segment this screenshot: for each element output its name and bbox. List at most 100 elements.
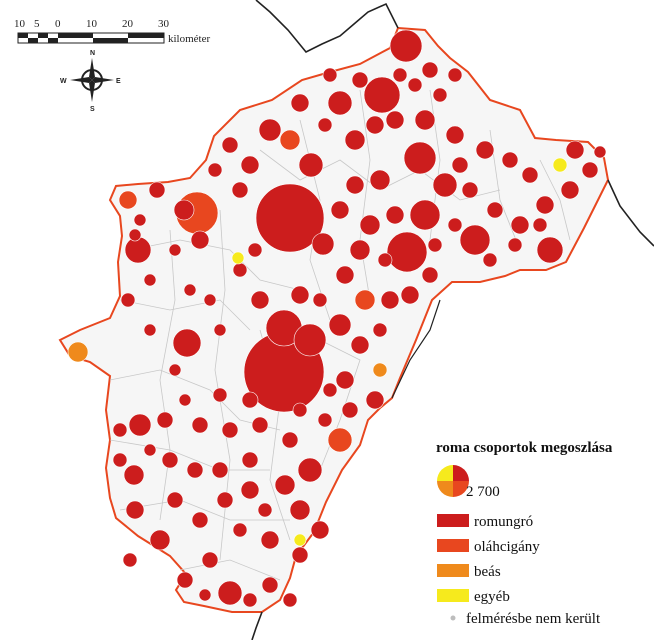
scale-tick-label: 5: [34, 18, 40, 30]
settlement-circle: [459, 224, 491, 256]
settlement-circle: [261, 576, 279, 594]
settlement-circle: [297, 457, 323, 483]
settlement-circle: [221, 136, 239, 154]
legend-label-egyeb: egyéb: [474, 589, 510, 605]
settlement-circle: [365, 115, 385, 135]
settlement-circle: [260, 530, 280, 550]
settlement-circle: [451, 156, 469, 174]
settlement-circle: [289, 499, 311, 521]
settlement-circle: [172, 328, 202, 358]
settlement-circle: [392, 67, 408, 83]
settlement-circle: [282, 592, 298, 608]
settlement-circle: [211, 461, 229, 479]
settlement-circle: [124, 236, 152, 264]
settlement-circle: [186, 461, 204, 479]
settlement-circle: [173, 199, 195, 221]
settlement-circle: [118, 190, 138, 210]
settlement-circle: [231, 181, 249, 199]
national-border-southwest: [251, 611, 263, 640]
settlement-circle: [407, 77, 423, 93]
legend-swatch-beas: [437, 564, 469, 577]
scale-tick-label: 10: [86, 18, 98, 30]
compass-south: S: [90, 106, 95, 113]
settlement-circle: [298, 152, 324, 178]
settlement-circle: [312, 292, 328, 308]
settlement-circle: [290, 93, 310, 113]
settlement-circle: [241, 391, 259, 409]
settlement-circle: [250, 290, 270, 310]
scale-unit: kilométer: [168, 33, 210, 45]
settlement-circle: [475, 140, 495, 160]
settlement-circle: [293, 323, 327, 357]
settlement-circle: [510, 215, 530, 235]
settlement-circle: [168, 243, 182, 257]
settlement-circle: [372, 322, 388, 338]
settlement-circle: [120, 292, 136, 308]
national-border-east: [607, 179, 654, 247]
settlement-circle: [317, 412, 333, 428]
settlement-circle: [421, 61, 439, 79]
settlement-circle: [122, 552, 138, 568]
settlement-circle: [161, 451, 179, 469]
settlement-circle: [535, 195, 555, 215]
settlement-circle: [128, 228, 142, 242]
settlement-circle: [372, 362, 388, 378]
scale-tick-label: 30: [158, 18, 170, 30]
settlement-circle: [507, 237, 523, 253]
settlement-circle: [292, 402, 308, 418]
settlement-circle: [123, 464, 145, 486]
legend-label-not-surveyed: felmérésbe nem került: [466, 611, 601, 627]
settlement-circle: [128, 413, 152, 437]
settlement-circle: [143, 323, 157, 337]
settlement-circle: [198, 588, 212, 602]
settlement-circle: [176, 571, 194, 589]
settlement-circle: [447, 67, 463, 83]
settlement-circle: [203, 293, 217, 307]
settlement-circle: [345, 175, 365, 195]
legend-swatch-egyeb: [437, 589, 469, 602]
settlement-circle: [365, 390, 385, 410]
settlement-circle: [552, 157, 568, 173]
settlement-circle: [149, 529, 171, 551]
settlement-circle: [409, 199, 441, 231]
settlement-circle: [377, 252, 393, 268]
settlement-circle: [447, 217, 463, 233]
settlement-circle: [593, 145, 607, 159]
settlement-circle: [207, 162, 223, 178]
settlement-circle: [403, 141, 437, 175]
scale-tick-label: 10: [14, 18, 26, 30]
legend-swatch-romungro: [437, 514, 469, 527]
settlement-circle: [310, 520, 330, 540]
settlement-circle: [461, 181, 479, 199]
legend-title: roma csoportok megoszlása: [436, 440, 613, 456]
settlement-circle: [232, 262, 248, 278]
settlement-circle: [143, 273, 157, 287]
settlement-circle: [201, 551, 219, 569]
settlement-circle: [290, 285, 310, 305]
settlement-circle: [251, 416, 269, 434]
settlement-circle: [565, 140, 585, 160]
settlement-circle: [380, 290, 400, 310]
legend-size-value: 2 700: [466, 484, 500, 500]
settlement-circle: [232, 522, 248, 538]
settlement-circle: [359, 214, 381, 236]
settlement-circle: [414, 109, 436, 131]
settlement-circle: [212, 387, 228, 403]
settlement-circle: [330, 200, 350, 220]
settlement-circle: [112, 422, 128, 438]
settlement-circle: [148, 181, 166, 199]
settlement-circle: [335, 265, 355, 285]
settlement-circle: [221, 421, 239, 439]
settlement-circle: [327, 90, 353, 116]
compass-north: N: [90, 50, 95, 57]
scale-tick-label: 0: [55, 18, 61, 30]
settlement-circle: [322, 382, 338, 398]
settlement-circle: [341, 401, 359, 419]
settlement-circle: [258, 118, 282, 142]
settlement-circle: [350, 335, 370, 355]
legend-swatch-olahcigany: [437, 539, 469, 552]
settlement-circle: [482, 252, 498, 268]
settlement-circle: [143, 443, 157, 457]
